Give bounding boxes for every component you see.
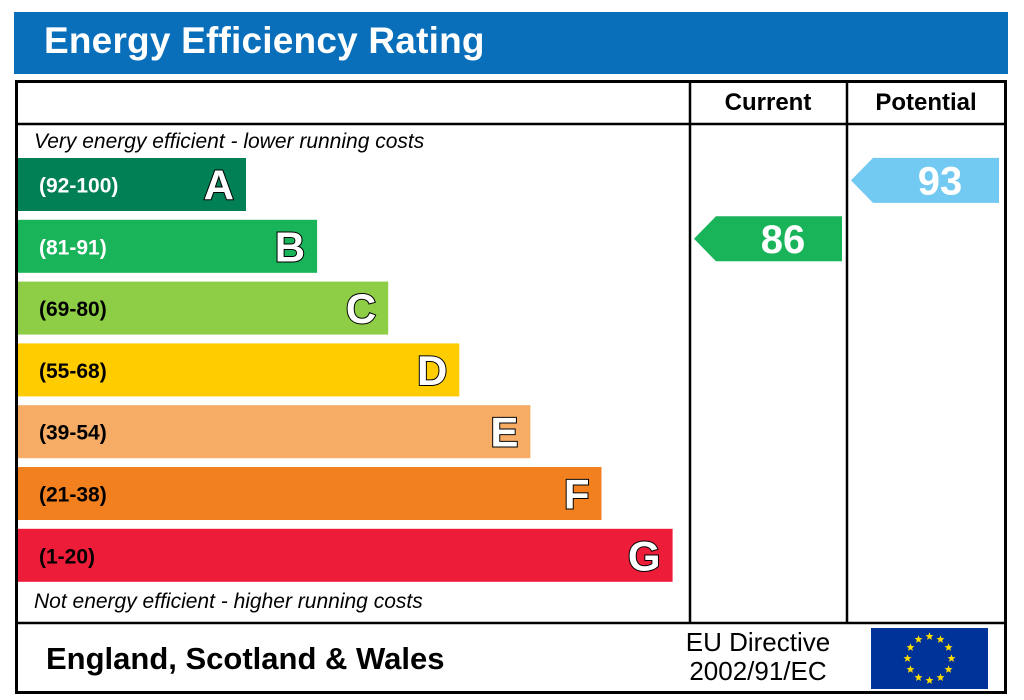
eu-flag-icon [871, 628, 988, 689]
inefficient-note: Not energy efficient - higher running co… [34, 590, 423, 613]
band-range-label: (21-38) [39, 484, 107, 507]
band-a: (92-100) A [18, 158, 246, 211]
band-range-label: (69-80) [39, 298, 107, 321]
band-g: (1-20) G [18, 528, 673, 582]
band-bar [18, 219, 318, 273]
band-bar [18, 158, 246, 211]
band-letter: A [204, 162, 234, 209]
eu-star-icon [925, 632, 934, 640]
eu-directive-line2: 2002/91/EC [689, 656, 826, 686]
band-f: (21-38) F [18, 467, 602, 520]
band-range-label: (92-100) [39, 175, 118, 198]
band-c: (69-80) C [18, 281, 389, 335]
rating-bands: (92-100) A (81-91) B (69-80) C (55-68) D (39-54)… [18, 158, 673, 582]
band-b: (81-91) B [18, 219, 318, 273]
score-markers: 86 93 [694, 157, 999, 262]
eu-star-icon [944, 643, 953, 651]
eu-star-icon [925, 676, 934, 684]
eu-directive-line1: EU Directive [686, 627, 830, 657]
efficient-note: Very energy efficient - lower running co… [34, 130, 425, 153]
page-title: Energy Efficiency Rating [44, 20, 485, 61]
current-column-header: Current [725, 89, 812, 116]
band-bar [18, 343, 460, 397]
band-letter: E [490, 409, 518, 456]
band-letter: B [275, 223, 305, 270]
eu-star-icon [947, 654, 956, 662]
current-rating-marker: 86 [694, 216, 842, 262]
eu-star-icon [914, 673, 923, 681]
title-bar: Energy Efficiency Rating [14, 12, 1008, 74]
potential-rating-marker-value: 93 [918, 159, 963, 203]
eu-star-icon [906, 665, 915, 673]
band-range-label: (1-20) [39, 545, 95, 568]
band-letter: D [417, 347, 447, 394]
potential-column-header: Potential [875, 89, 976, 116]
current-rating-marker-value: 86 [761, 218, 806, 262]
current-rating-marker-arrow [694, 216, 842, 262]
band-d: (55-68) D [18, 343, 460, 397]
band-bar [18, 467, 602, 520]
eu-star-icon [936, 635, 945, 643]
region-label: England, Scotland & Wales [46, 641, 444, 676]
band-range-label: (55-68) [39, 360, 107, 383]
eu-star-icon [903, 654, 912, 662]
band-letter: F [564, 471, 590, 518]
eu-star-icon [914, 635, 923, 643]
potential-rating-marker-arrow [851, 157, 999, 203]
chart-frame [15, 80, 1007, 694]
band-letter: G [628, 532, 661, 579]
band-e: (39-54) E [18, 405, 531, 459]
band-range-label: (81-91) [39, 236, 107, 259]
band-range-label: (39-54) [39, 422, 107, 445]
potential-rating-marker: 93 [851, 157, 999, 203]
eu-star-icon [936, 673, 945, 681]
band-bar [18, 281, 389, 335]
band-letter: C [346, 285, 376, 332]
band-bar [18, 528, 673, 582]
eu-star-icon [906, 643, 915, 651]
eu-star-icon [944, 665, 953, 673]
band-bar [18, 405, 531, 459]
